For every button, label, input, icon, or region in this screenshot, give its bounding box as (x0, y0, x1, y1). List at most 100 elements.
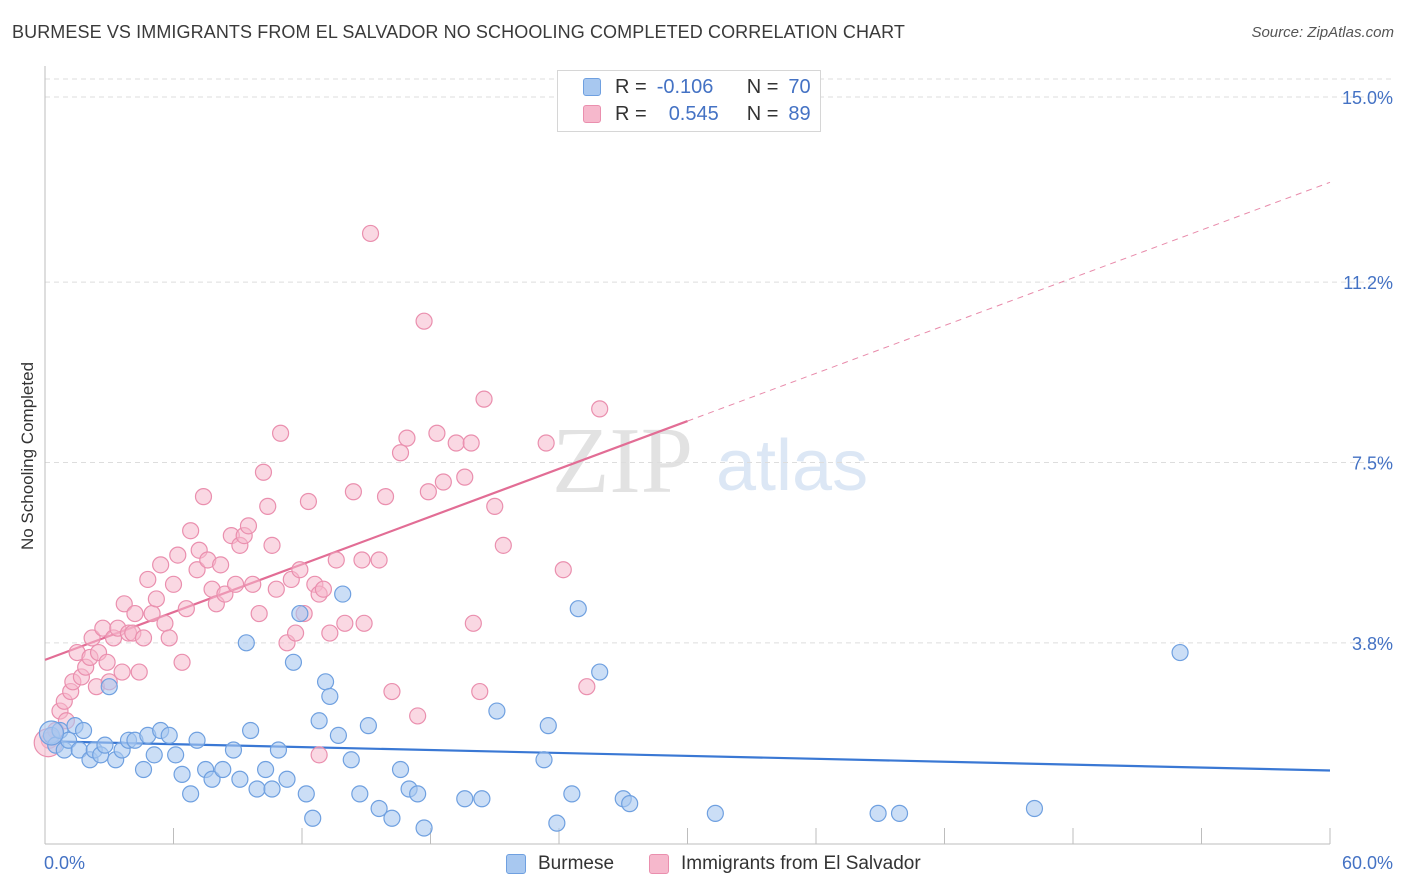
blue-swatch (506, 854, 526, 874)
pink-swatch (583, 105, 601, 123)
el-salvador-point (182, 522, 200, 540)
el-salvador-point (212, 556, 230, 574)
burmese-point (304, 809, 322, 827)
burmese-point (182, 785, 200, 803)
burmese-point (409, 785, 427, 803)
watermark: ZIP atlas (552, 409, 868, 513)
el-salvador-point (83, 629, 101, 647)
el-salvador-point (336, 614, 354, 632)
legend-row-el-salvador: R = 0.545 N = 89 (583, 102, 811, 126)
burmese-point (539, 717, 557, 735)
legend-row-burmese: R = -0.106 N = 70 (583, 75, 811, 99)
burmese-point (869, 804, 887, 822)
el-salvador-point (578, 678, 596, 696)
el-salvador-point (263, 536, 281, 554)
pink-swatch (649, 854, 669, 874)
burmese-point (145, 746, 163, 764)
burmese-point (188, 731, 206, 749)
el-salvador-point (147, 590, 165, 608)
el-salvador-point (188, 561, 206, 579)
el-salvador-point (537, 434, 555, 452)
legend-r-label: R = (615, 75, 647, 98)
legend-n-value: 70 (788, 75, 811, 98)
burmese-point (890, 804, 909, 822)
burmese-point (160, 726, 178, 745)
el-salvador-point (134, 629, 153, 647)
el-salvador-point (173, 653, 191, 671)
el-salvador-point (419, 483, 437, 501)
burmese-point (167, 746, 185, 764)
burmese-point (38, 720, 65, 746)
el-salvador-point (464, 614, 482, 632)
burmese-point (569, 600, 587, 618)
el-salvador-point (486, 497, 504, 515)
el-salvador-point (299, 492, 318, 511)
burmese-point (74, 721, 93, 740)
el-salvador-point (244, 575, 262, 593)
burmese-point (203, 770, 221, 788)
burmese-point (269, 741, 288, 759)
el-salvador-point (169, 546, 187, 564)
burmese-point (342, 751, 360, 769)
gridlines (45, 78, 1392, 644)
el-salvador-point (259, 497, 277, 515)
el-salvador-point (286, 624, 305, 642)
el-salvador-point (391, 444, 410, 462)
el-salvador-point (471, 682, 489, 701)
el-salvador-point (456, 468, 474, 486)
burmese-trend-line (44, 740, 1331, 772)
burmese-point (96, 736, 114, 754)
burmese-point (383, 809, 401, 827)
burmese-point (263, 780, 281, 798)
el-salvador-point (177, 600, 195, 618)
el-salvador-point (115, 595, 133, 613)
burmese-point (473, 790, 491, 808)
burmese-point (231, 770, 249, 788)
burmese-point (310, 712, 328, 730)
burmese-point (248, 780, 266, 798)
el-salvador-point (409, 707, 427, 725)
legend-r-value: 0.545 (668, 102, 719, 125)
el-salvador-point (462, 434, 480, 452)
el-salvador-point (314, 580, 333, 598)
el-salvador-point (415, 312, 433, 330)
source-label: Source: ZipAtlas.com (1251, 24, 1394, 41)
series-legend-el-salvador: Immigrants from El Salvador (649, 852, 921, 876)
burmese-point (321, 687, 339, 706)
burmese-point (173, 765, 191, 783)
el-salvador-point (344, 483, 362, 501)
burmese-point (334, 585, 352, 603)
burmese-point (351, 785, 369, 803)
el-salvador-point (250, 604, 268, 623)
el-salvador-point (434, 473, 452, 491)
el-salvador-point (113, 663, 131, 681)
el-salvador-point (494, 536, 512, 554)
blue-swatch (583, 78, 601, 96)
el-salvador-point (370, 551, 388, 569)
burmese-point (329, 726, 348, 745)
burmese-point (297, 785, 315, 803)
series-name-burmese: Burmese (538, 853, 615, 874)
series-name-el-salvador: Immigrants from El Salvador (681, 853, 921, 874)
legend-n-label: N = (746, 75, 779, 98)
correlation-legend: R = -0.106 N = 70 R = 0.545 N = 89 (557, 70, 821, 132)
watermark-atlas: atlas (716, 426, 868, 506)
burmese-point (1171, 643, 1189, 662)
burmese-point (256, 760, 275, 779)
el-salvador-point (353, 551, 371, 569)
el-salvador-point (130, 663, 148, 681)
burmese-point (284, 653, 303, 671)
el-salvador-point (227, 575, 245, 593)
burmese-point (621, 795, 639, 813)
el-salvador-point (126, 604, 144, 623)
y-tick-label: 7.5% (1352, 454, 1393, 474)
el-salvador-point (156, 614, 174, 632)
burmese-point (134, 760, 153, 779)
burmese-point (456, 790, 474, 808)
el-salvador-point (321, 624, 339, 642)
legend-r-label: R = (615, 102, 647, 125)
series-el-salvador-points (33, 224, 609, 764)
legend-n-label: N = (746, 102, 779, 125)
el-salvador-point (383, 682, 401, 701)
el-salvador-point (239, 517, 258, 535)
